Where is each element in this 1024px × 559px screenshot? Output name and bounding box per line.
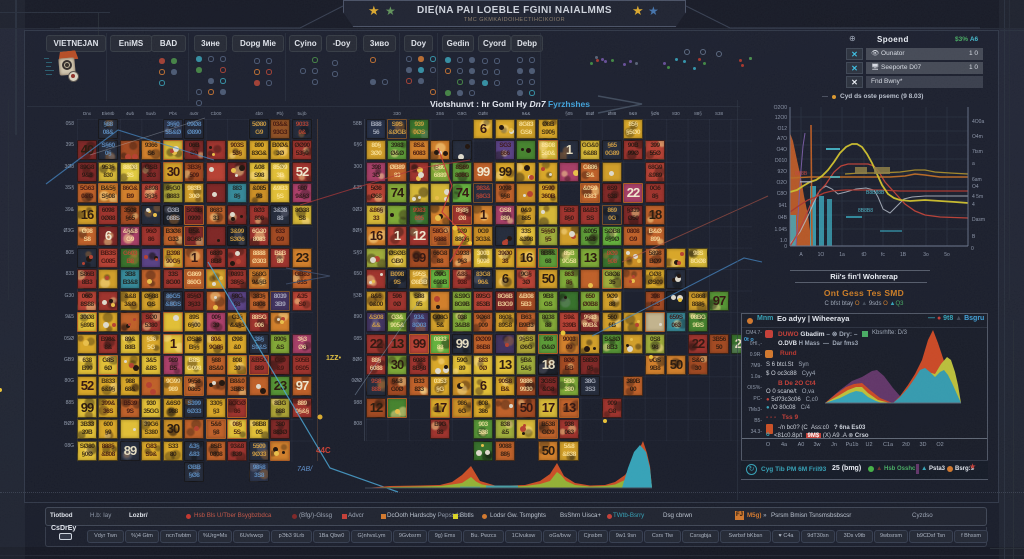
svg-text:12O0: 12O0	[775, 115, 787, 121]
svg-text:O12: O12	[778, 126, 788, 132]
svg-text:fc: fc	[881, 252, 885, 258]
svg-text:A: A	[799, 252, 803, 258]
svg-text:1O: 1O	[818, 252, 825, 258]
svg-text:941: 941	[779, 203, 788, 209]
svg-text:04B: 04B	[778, 215, 788, 221]
svg-text:tD: tD	[862, 252, 867, 258]
svg-text:3o: 3o	[923, 252, 929, 258]
svg-text:1.045: 1.045	[774, 227, 787, 233]
svg-text:O4: O4	[972, 184, 979, 190]
svg-text:0: 0	[971, 246, 974, 252]
svg-text:1B: 1B	[900, 252, 907, 258]
svg-text:O2O: O2O	[776, 180, 787, 186]
svg-text:4O0a: 4O0a	[972, 119, 984, 125]
svg-text:B: B	[972, 234, 976, 240]
svg-text:O4O: O4O	[776, 147, 787, 153]
svg-text:B8B88B: B8B88B	[866, 190, 885, 196]
svg-text:5o: 5o	[944, 252, 950, 258]
svg-text:0: 0	[784, 244, 787, 250]
svg-text:8B8B8: 8B8B8	[858, 208, 873, 214]
svg-text:7tsm: 7tsm	[972, 149, 983, 155]
svg-text:O2O0: O2O0	[774, 105, 788, 111]
svg-text:A7O: A7O	[777, 136, 787, 142]
svg-text:8B8B: 8B8B	[795, 171, 808, 177]
svg-text:a: a	[972, 161, 975, 167]
svg-text:D010: D010	[775, 158, 787, 164]
svg-text:O4m: O4m	[972, 134, 983, 140]
svg-text:6am: 6am	[972, 177, 982, 183]
svg-text:4 5m: 4 5m	[972, 194, 983, 200]
svg-text:Dasm: Dasm	[972, 217, 985, 223]
svg-text:92O: 92O	[778, 169, 788, 175]
svg-text:1a: 1a	[839, 252, 845, 258]
svg-text:4: 4	[972, 202, 975, 208]
svg-text:C8O: C8O	[777, 191, 787, 197]
